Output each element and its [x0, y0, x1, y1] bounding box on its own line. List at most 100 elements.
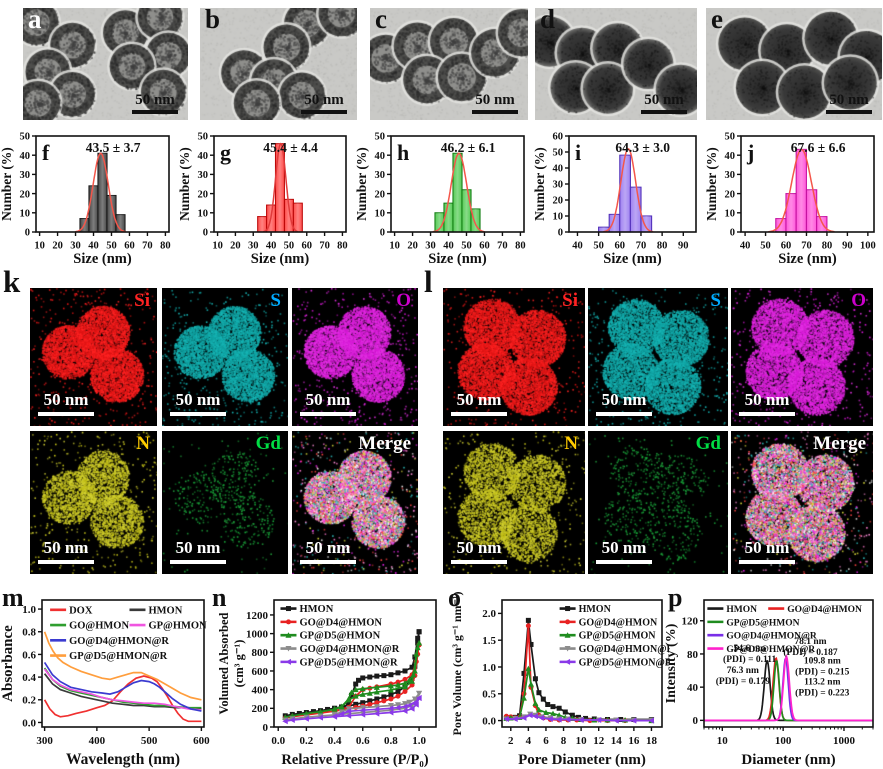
- scale-bar: 50 nm: [739, 391, 795, 416]
- scale-bar: 50 nm: [132, 92, 178, 115]
- scale-bar: 50 nm: [38, 539, 94, 564]
- svg-text:60: 60: [124, 241, 135, 252]
- scale-bar-line: [301, 110, 347, 114]
- svg-text:40: 40: [266, 241, 277, 252]
- svg-text:400: 400: [252, 684, 269, 696]
- svg-text:46.2 ± 6.1: 46.2 ± 6.1: [441, 140, 496, 155]
- svg-text:0.0: 0.0: [482, 715, 496, 727]
- svg-text:10: 10: [389, 241, 400, 252]
- svg-text:GO@D4@HMON@R: GO@D4@HMON@R: [69, 636, 169, 647]
- histogram-g: 10 20 30 40 50 60 70 80 0 10 20 30 40 50 Size (nm) Numb…: [178, 126, 355, 268]
- svg-text:Pore Diameter (nm): Pore Diameter (nm): [518, 752, 646, 768]
- svg-text:50: 50: [593, 241, 604, 252]
- svg-text:800: 800: [252, 647, 269, 659]
- svg-text:40: 40: [198, 151, 209, 162]
- scale-bar: 50 nm: [641, 92, 687, 115]
- chart-svg: 10 100 100004080120Diameter (nm)Intensity …: [662, 582, 883, 769]
- svg-text:(cm³ g⁻¹): (cm³ g⁻¹): [232, 640, 246, 688]
- histogram-j: 40 50 60 70 80 90 100 0 10 20 30 40 50 Size (nm) Numbe…: [705, 126, 883, 268]
- element-label: S: [270, 290, 281, 312]
- svg-text:60: 60: [302, 241, 313, 252]
- scale-bar: 50 nm: [300, 539, 356, 564]
- svg-text:64.3 ± 3.0: 64.3 ± 3.0: [615, 140, 670, 155]
- svg-text:0.8: 0.8: [22, 627, 36, 639]
- eds-map-k-n: N 50 nm: [30, 431, 157, 574]
- svg-text:Size (nm): Size (nm): [428, 251, 487, 267]
- svg-text:Number (%): Number (%): [533, 147, 547, 221]
- svg-text:300: 300: [36, 735, 53, 747]
- scale-bar: 50 nm: [451, 539, 507, 564]
- svg-text:(PDI) = 0.179: (PDI) = 0.179: [716, 676, 770, 687]
- eds-map-k-gd: Gd 50 nm: [162, 431, 288, 574]
- svg-text:1.0: 1.0: [22, 604, 36, 616]
- histogram-i: 40 50 60 70 80 90 0 10 20 30 40 50 60 Size (nm) Number…: [533, 126, 705, 268]
- svg-text:0.6: 0.6: [356, 735, 370, 747]
- svg-text:600: 600: [252, 666, 269, 678]
- eds-map-l-gd: Gd 50 nm: [588, 431, 728, 574]
- scale-bar: 50 nm: [300, 391, 356, 416]
- svg-text:50: 50: [20, 132, 31, 143]
- svg-text:GP@D5@HMON@R: GP@D5@HMON@R: [299, 657, 398, 668]
- svg-text:400: 400: [89, 735, 106, 747]
- scale-bar-label: 50 nm: [170, 391, 226, 410]
- eds-map-k-s: S 50 nm: [162, 288, 288, 426]
- svg-text:30: 30: [553, 180, 564, 191]
- svg-text:0.4: 0.4: [328, 735, 342, 747]
- svg-text:0.0: 0.0: [271, 735, 285, 747]
- chart-svg: 0.0 0.2 0.4 0.6 0.8 1.0020040060080010001200R…: [212, 582, 448, 769]
- svg-text:12: 12: [593, 735, 605, 747]
- svg-text:Diameter (nm): Diameter (nm): [741, 752, 835, 768]
- svg-text:(PDI) = 0.111: (PDI) = 0.111: [723, 654, 776, 665]
- svg-text:1200: 1200: [246, 610, 269, 622]
- eds-map-l-o: O 50 nm: [731, 288, 873, 426]
- svg-text:30: 30: [248, 241, 258, 252]
- svg-text:HMON: HMON: [148, 605, 182, 616]
- scale-bar-line: [38, 560, 94, 564]
- scale-bar-label: 50 nm: [739, 539, 795, 558]
- scale-bar: 50 nm: [472, 92, 518, 115]
- svg-text:Number (%): Number (%): [705, 147, 719, 221]
- tem-panel-a: a 50 nm: [23, 8, 188, 120]
- scale-bar: 50 nm: [451, 391, 507, 416]
- svg-text:(PDI) = 0.223: (PDI) = 0.223: [795, 687, 849, 698]
- svg-text:30: 30: [198, 170, 209, 181]
- scale-bar-line: [826, 110, 872, 114]
- svg-text:30: 30: [70, 241, 81, 252]
- svg-text:GO@D4@HMON: GO@D4@HMON: [299, 617, 382, 628]
- svg-text:90: 90: [842, 241, 853, 252]
- scale-bar: 50 nm: [739, 539, 795, 564]
- scale-bar-line: [739, 560, 795, 564]
- svg-text:20: 20: [20, 189, 31, 200]
- svg-text:70: 70: [142, 241, 153, 252]
- panel-letter-l: l: [424, 266, 433, 297]
- scale-bar-line: [641, 110, 687, 114]
- svg-text:40: 40: [572, 241, 583, 252]
- svg-text:0: 0: [203, 228, 208, 239]
- svg-text:Pore Volume (cm³ g⁻¹ nm⁻¹): Pore Volume (cm³ g⁻¹ nm⁻¹): [450, 592, 464, 736]
- element-label: Merge: [358, 433, 411, 455]
- svg-text:14: 14: [611, 735, 623, 747]
- svg-text:Intensity (%): Intensity (%): [664, 623, 679, 703]
- svg-text:Relative Pressure (P/P₀): Relative Pressure (P/P₀): [281, 752, 428, 768]
- svg-text:j: j: [746, 140, 754, 165]
- svg-text:30: 30: [725, 170, 736, 181]
- svg-text:80: 80: [822, 241, 833, 252]
- svg-text:10: 10: [20, 208, 31, 219]
- scale-bar-line: [472, 110, 518, 114]
- panel-letter-b: b: [205, 6, 220, 33]
- element-label: O: [851, 290, 866, 312]
- svg-text:i: i: [575, 140, 581, 165]
- svg-text:45.4 ± 4.4: 45.4 ± 4.4: [263, 140, 318, 155]
- svg-text:(PDI) = 0.215: (PDI) = 0.215: [795, 667, 849, 678]
- svg-text:Size (nm): Size (nm): [73, 251, 132, 267]
- scale-bar-line: [38, 412, 94, 416]
- svg-text:2.0: 2.0: [482, 608, 496, 620]
- svg-text:70: 70: [801, 241, 812, 252]
- panel-letter-d: d: [540, 6, 555, 33]
- eds-map-l-merge: Merge 50 nm: [731, 431, 873, 574]
- svg-text:20: 20: [198, 189, 209, 200]
- svg-text:60: 60: [479, 241, 490, 252]
- svg-text:Size (nm): Size (nm): [778, 251, 837, 267]
- svg-text:Size (nm): Size (nm): [603, 251, 662, 267]
- panel-letter-c: c: [375, 6, 387, 33]
